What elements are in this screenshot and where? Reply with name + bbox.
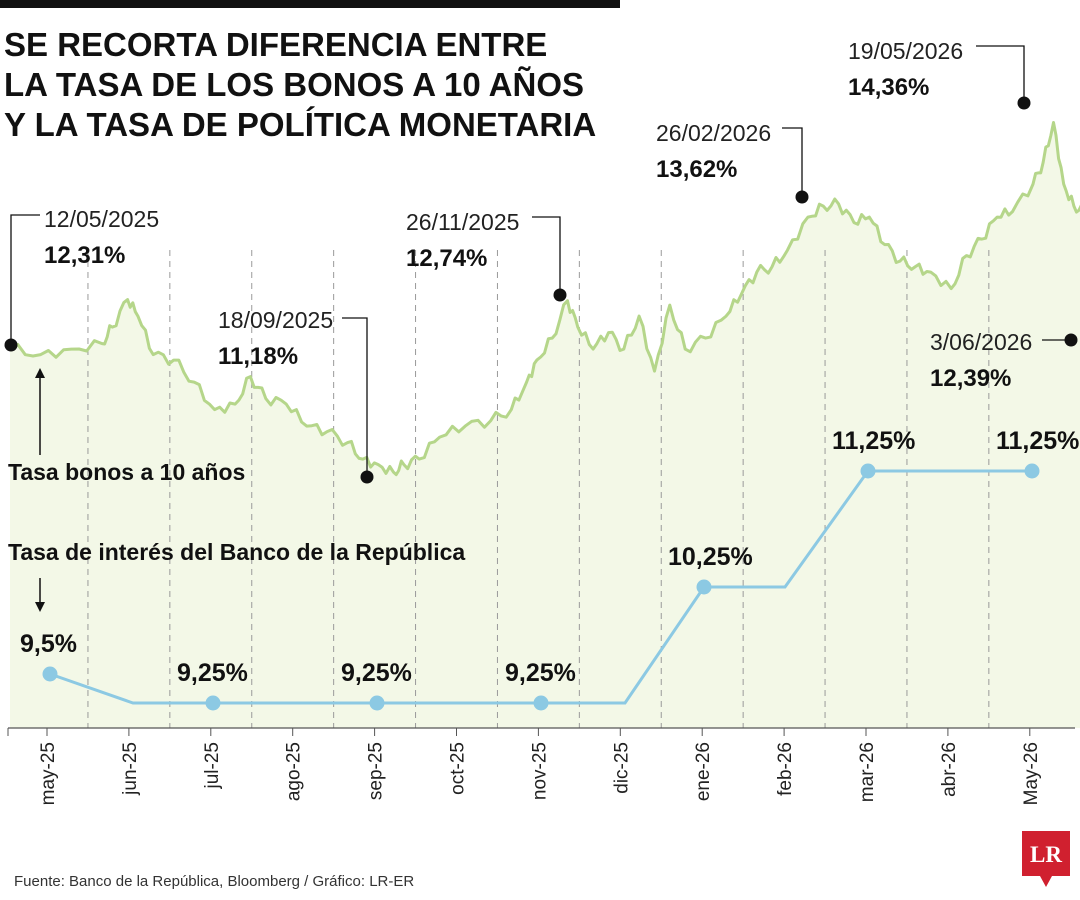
bond-series [9,121,1080,477]
x-tick-label: jun-25 [120,742,141,796]
annotation-leader [976,45,1025,103]
annotation-date: 18/09/2025 [218,307,333,333]
rate-value-label: 10,25% [668,543,753,571]
rate-point [860,463,876,479]
bond-point [360,470,374,484]
x-tick-label: feb-26 [775,742,796,796]
annotation-value: 13,62% [656,156,737,183]
annotation-value: 11,18% [218,343,298,370]
top-rule [0,0,620,8]
rate-value-label: 9,25% [177,659,248,687]
annotation-date: 12/05/2025 [44,206,159,232]
annotation-leader [782,127,803,197]
chart-title: SE RECORTA DIFERENCIA ENTRE LA TASA DE L… [4,26,596,143]
bond-series-label: Tasa bonos a 10 años [8,459,245,485]
lr-logo-text: LR [1030,842,1062,867]
x-tick-label: oct-25 [448,742,469,795]
rate-labels: 9,5% 9,25% 9,25% 9,25% 10,25% 11,25% 11,25% [20,427,1079,687]
bond-series-legend: Tasa bonos a 10 años [8,368,245,485]
rate-value-label: 9,25% [341,659,412,687]
rate-series-legend: Tasa de interés del Banco de la Repúblic… [8,539,465,612]
annotation-date: 26/02/2026 [656,120,771,146]
bond-point [795,190,809,204]
rate-value-label: 11,25% [996,427,1079,455]
rate-series-label: Tasa de interés del Banco de la Repúblic… [8,539,465,565]
annotation-date: 26/11/2025 [406,209,519,235]
title-line-2: LA TASA DE LOS BONOS A 10 AÑOS [4,66,584,103]
rate-point [42,666,58,682]
x-axis-ticks: may-25 jun-25 jul-25 ago-25 sep-25 oct-25 nov-… [7,728,1042,805]
annotation-date: 19/05/2026 [848,38,963,64]
bond-point [1064,333,1078,347]
x-tick-label: ene-26 [693,742,714,801]
rate-value-label: 9,5% [20,630,77,658]
rate-point [369,695,385,711]
annotation-leader [532,216,561,295]
rate-point [533,695,549,711]
x-tick-label: sep-25 [366,742,387,800]
bond-area [10,122,1080,728]
x-tick-label: mar-26 [857,742,878,802]
x-tick-label: jul-25 [202,742,223,789]
x-tick-label: dic-25 [611,742,632,794]
annotation-value: 12,74% [406,245,487,272]
annotation-date: 3/06/2026 [930,329,1032,355]
lr-logo: LR [1022,831,1070,887]
title-line-1: SE RECORTA DIFERENCIA ENTRE [4,26,547,63]
bond-area-fill [10,122,1080,728]
annotation-leader [10,214,40,345]
rate-value-label: 9,25% [505,659,576,687]
x-tick-label: ago-25 [284,742,305,801]
rate-point [205,695,221,711]
x-tick-label: May-26 [1021,742,1042,805]
annotation-value: 12,39% [930,365,1011,392]
annotation-value: 12,31% [44,242,125,269]
rate-value-label: 11,25% [832,427,915,455]
rate-label-arrow-head [35,602,45,612]
rate-point [1024,463,1040,479]
x-tick-label: nov-25 [529,742,550,800]
annotation-value: 14,36% [848,74,929,101]
bond-line [9,121,1080,477]
rate-series [42,463,1040,711]
x-tick-label: abr-26 [939,742,960,797]
source-note: Fuente: Banco de la República, Bloomberg… [14,873,414,890]
bond-point [553,288,567,302]
bond-point [1017,96,1031,110]
rate-point [696,579,712,595]
bond-annotations: 12/05/2025 12,31% 18/09/2025 11,18% 26/11/20… [4,38,1078,484]
title-line-3: Y LA TASA DE POLÍTICA MONETARIA [4,106,596,143]
bond-point [4,338,18,352]
bond-label-arrow-head [35,368,45,378]
annotation-leader [342,317,368,477]
lr-logo-badge [1022,831,1070,887]
x-tick-label: may-25 [38,742,59,805]
